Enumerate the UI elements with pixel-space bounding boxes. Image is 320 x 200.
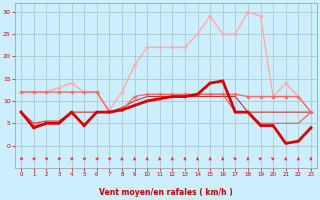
X-axis label: Vent moyen/en rafales ( km/h ): Vent moyen/en rafales ( km/h ) xyxy=(99,188,233,197)
Bar xyxy=(15,146,317,168)
